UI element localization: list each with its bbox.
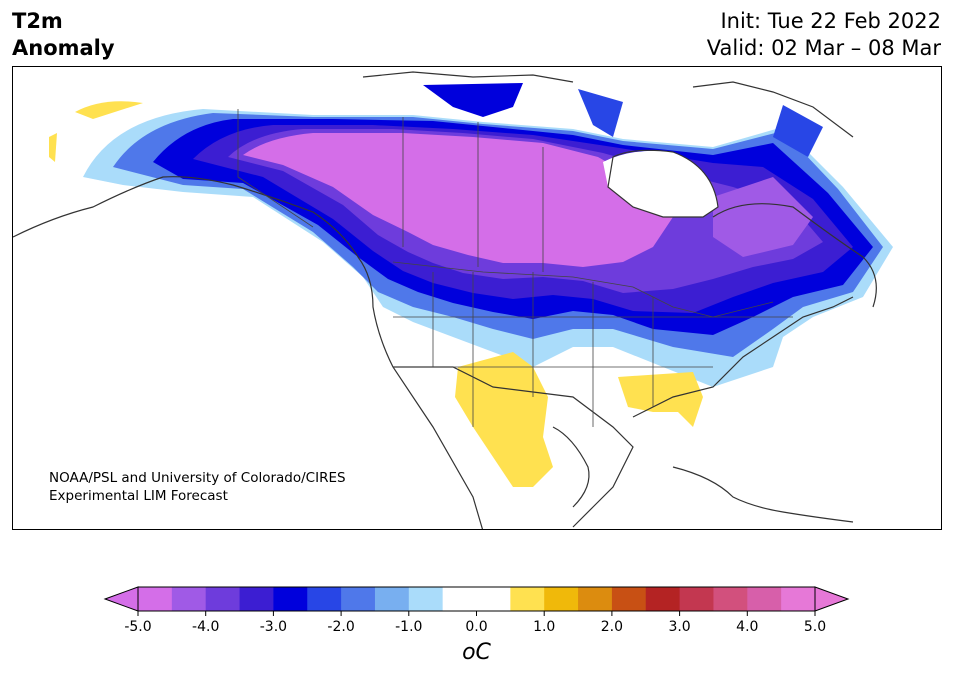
init-date: Init: Tue 22 Feb 2022 xyxy=(720,9,941,33)
colorbar-segment xyxy=(341,587,376,611)
colorbar-segment xyxy=(307,587,342,611)
colorbar-tick-label: 1.0 xyxy=(533,619,555,635)
colorbar-segment xyxy=(611,587,647,611)
colorbar-segment xyxy=(273,587,308,611)
colorbar-segment xyxy=(781,587,816,611)
forecast-dates: Init: Tue 22 Feb 2022 Valid: 02 Mar – 08… xyxy=(707,8,941,62)
anomaly-shading xyxy=(49,83,893,487)
political-borders xyxy=(237,109,793,427)
colorbar-segment xyxy=(747,587,782,611)
title-line-1: T2m xyxy=(12,9,63,33)
coastlines xyxy=(13,71,877,529)
cold-patch-greenland xyxy=(773,105,823,157)
credit-line-1: NOAA/PSL and University of Colorado/CIRE… xyxy=(49,470,346,486)
cold-core-magenta-east xyxy=(713,177,813,257)
colorbar-segment xyxy=(239,587,274,611)
colorbar-ticks: -5.0 -4.0 -3.0 -2.0 -1.0 0.0 1.0 2.0 3.0 4.0 5.0 xyxy=(124,611,826,635)
warm-patch-alaska xyxy=(75,101,143,119)
colorbar-segment xyxy=(645,587,681,611)
colorbar-tick-label: 5.0 xyxy=(804,619,826,635)
colorbar-segment xyxy=(679,587,714,611)
cold-core-magenta xyxy=(243,133,673,267)
colorbar-segment xyxy=(544,587,579,611)
colorbar-segment xyxy=(408,587,444,611)
credit-text: NOAA/PSL and University of Colorado/CIRE… xyxy=(49,469,346,505)
colorbar-overflow-arrow xyxy=(814,586,850,612)
anomaly-map xyxy=(13,71,893,529)
colorbar-segment xyxy=(138,587,173,611)
warm-patch-alaska-west xyxy=(49,133,57,162)
colorbar-segment xyxy=(374,587,410,611)
warm-patch-southeast xyxy=(618,372,703,427)
colorbar-segment xyxy=(442,587,477,611)
colorbar-segment xyxy=(205,587,241,611)
colorbar-segment xyxy=(578,587,613,611)
colorbar-segment xyxy=(476,587,511,611)
map-panel xyxy=(12,66,942,530)
colorbar-tick-label: -1.0 xyxy=(395,619,422,635)
colorbar-underflow-arrow xyxy=(103,586,139,612)
colorbar-tick-label: -5.0 xyxy=(124,619,151,635)
colorbar-tick-label: -2.0 xyxy=(327,619,354,635)
colorbar-tick-label: 2.0 xyxy=(601,619,623,635)
colorbar-tick-label: 3.0 xyxy=(668,619,690,635)
credit-line-2: Experimental LIM Forecast xyxy=(49,488,228,504)
map-title: T2m Anomaly xyxy=(12,8,115,62)
title-line-2: Anomaly xyxy=(12,36,115,60)
cold-patch-arctic-2 xyxy=(578,89,623,137)
valid-range: Valid: 02 Mar – 08 Mar xyxy=(706,36,941,60)
colorbar-tick-label: -3.0 xyxy=(260,619,287,635)
colorbar: -5.0 -4.0 -3.0 -2.0 -1.0 0.0 1.0 2.0 3.0 4.0 5.0 xyxy=(103,586,850,635)
colorbar-tick-label: 0.0 xyxy=(465,619,487,635)
hudson-bay-area xyxy=(603,150,718,217)
colorbar-segments xyxy=(138,587,816,611)
colorbar-tick-label: -4.0 xyxy=(192,619,219,635)
colorbar-segment xyxy=(713,587,748,611)
colorbar-segment xyxy=(171,587,207,611)
cold-patch-arctic xyxy=(423,83,523,117)
colorbar-tick-label: 4.0 xyxy=(736,619,758,635)
colorbar-unit: oC xyxy=(462,640,491,665)
colorbar-segment xyxy=(510,587,545,611)
warm-patch-southwest xyxy=(455,352,553,487)
